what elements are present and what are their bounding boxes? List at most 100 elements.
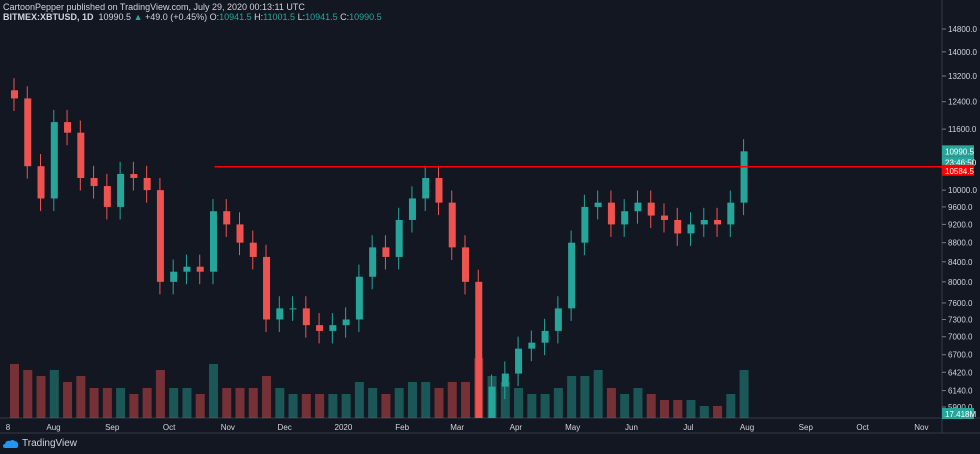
- candle-body: [422, 177, 430, 199]
- l-label: L:: [297, 12, 306, 22]
- volume-bar: [580, 376, 590, 418]
- last-price: 10990.5: [98, 12, 132, 22]
- x-tick-label: Aug: [740, 423, 754, 432]
- volume-bar: [381, 394, 391, 418]
- candle-body: [117, 174, 125, 207]
- volume-bar: [620, 394, 630, 418]
- candle-body: [660, 215, 668, 220]
- candle-body: [408, 198, 416, 220]
- volume-bar: [553, 388, 563, 418]
- volume-bar: [195, 394, 205, 418]
- volume-bar: [23, 370, 33, 418]
- candle-body: [289, 308, 297, 310]
- y-tick-label: 6700.0: [948, 351, 973, 360]
- level-label: 10584.5: [945, 167, 974, 176]
- high-value: 11001.5: [263, 12, 296, 22]
- candle-body: [90, 177, 98, 187]
- volume-bar: [633, 388, 643, 418]
- y-tick-label: 6420.0: [948, 368, 973, 377]
- volume-bar: [142, 388, 152, 418]
- candle-body: [143, 177, 151, 191]
- low-value: 10941.5: [305, 12, 338, 22]
- volume-bar: [659, 400, 669, 418]
- x-tick-label: Jun: [625, 423, 638, 432]
- volume-bar: [500, 382, 510, 418]
- volume-bar: [394, 388, 404, 418]
- volume-bar: [262, 376, 272, 418]
- volume-bar: [713, 406, 723, 418]
- candle-body: [674, 219, 682, 234]
- y-tick-label: 8800.0: [948, 239, 973, 248]
- y-tick-label: 11600.0: [948, 125, 977, 134]
- last-price-label: 10990.5: [945, 147, 974, 156]
- x-tick-label: Apr: [510, 423, 523, 432]
- candle-body: [448, 202, 456, 248]
- candle-body: [634, 202, 642, 212]
- symbol: BITMEX:XBTUSD, 1D: [3, 12, 94, 22]
- y-tick-label: 6140.0: [948, 387, 973, 396]
- x-tick-label: 8: [6, 423, 11, 432]
- volume-bar: [89, 388, 99, 418]
- tradingview-logo[interactable]: TradingView: [3, 438, 77, 449]
- level-label-bg: [942, 164, 974, 176]
- x-tick-label: May: [565, 423, 580, 432]
- y-tick-label: 7600.0: [948, 299, 973, 308]
- volume-bar: [328, 394, 338, 418]
- x-tick-label: Mar: [450, 423, 464, 432]
- x-tick-label: Nov: [914, 423, 928, 432]
- volume-bar: [606, 388, 616, 418]
- volume-bar: [155, 370, 165, 418]
- candle-body: [249, 242, 257, 257]
- volume-bar: [673, 400, 683, 418]
- candle-body: [515, 348, 523, 374]
- volume-bar: [646, 394, 656, 418]
- candle-body: [554, 308, 562, 331]
- volume-bar: [407, 382, 417, 418]
- volume-bar: [222, 388, 232, 418]
- candle-body: [355, 276, 363, 320]
- candle-body: [223, 211, 231, 225]
- change: +49.0 (+0.45%): [145, 12, 208, 22]
- volume-bar: [275, 388, 285, 418]
- candle-body: [236, 224, 244, 243]
- volume-bar: [726, 394, 736, 418]
- candle-body: [156, 190, 164, 282]
- symbol-line: BITMEX:XBTUSD, 1D 10990.5 ▲ +49.0 (+0.45…: [3, 12, 382, 22]
- candle-body: [183, 266, 191, 272]
- volume-bar: [49, 370, 59, 418]
- volume-bar: [699, 406, 709, 418]
- candle-body: [501, 373, 509, 387]
- candle-body: [196, 266, 204, 272]
- y-tick-label: 9200.0: [948, 220, 973, 229]
- x-tick-label: Oct: [163, 423, 176, 432]
- volume-bar: [447, 382, 457, 418]
- y-tick-label: 13200.0: [948, 72, 977, 81]
- volume-bar: [461, 382, 471, 418]
- candle-body: [64, 122, 72, 133]
- y-tick-label: 7300.0: [948, 315, 973, 324]
- candle-body: [130, 174, 138, 178]
- x-tick-label: Sep: [799, 423, 814, 432]
- candle-body: [740, 151, 748, 203]
- candle-body: [475, 281, 483, 418]
- y-tick-label: 10000.0: [948, 186, 977, 195]
- h-label: H:: [254, 12, 264, 22]
- candle-body: [342, 319, 350, 326]
- candle-body: [50, 122, 58, 199]
- candle-body: [103, 186, 111, 207]
- volume-bar: [288, 394, 298, 418]
- o-label: O:: [209, 12, 220, 22]
- candle-body: [594, 202, 602, 207]
- volume-bar: [527, 394, 537, 418]
- candle-body: [435, 177, 443, 203]
- volume-bar: [129, 394, 139, 418]
- candle-body: [395, 219, 403, 257]
- y-tick-label: 5900.0: [948, 403, 973, 412]
- volume-bar: [76, 376, 86, 418]
- candle-body: [687, 224, 695, 234]
- volume-bar: [10, 364, 19, 418]
- y-tick-label: 14000.0: [948, 48, 977, 57]
- x-tick-label: Feb: [395, 423, 409, 432]
- candle-body: [316, 325, 324, 331]
